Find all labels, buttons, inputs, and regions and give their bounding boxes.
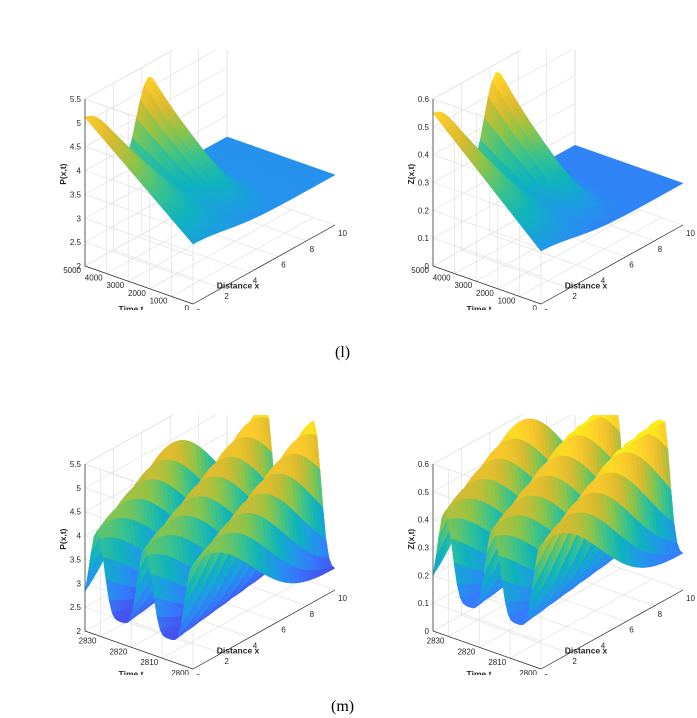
z-tick-label: 5.5	[70, 460, 82, 469]
surface-patch	[189, 560, 198, 571]
y-tick-label: 2830	[79, 636, 97, 645]
y-axis-line	[84, 630, 194, 670]
y-tick-label: 4000	[85, 274, 103, 283]
z-tick-label: 0.2	[418, 206, 430, 215]
x-tick-label: 4	[253, 276, 258, 285]
z-axis-label: P(x,t)	[58, 163, 68, 184]
surface-plot-p-long: 024681001000200030004000500022.533.544.5…	[58, 50, 347, 310]
y-tick-label: 5000	[63, 266, 81, 275]
x-axis-line	[192, 224, 336, 305]
x-tick-label: 8	[310, 245, 315, 254]
surface-patch	[189, 238, 198, 245]
x-tick-label: 8	[310, 610, 315, 619]
x-tick-label: 0	[544, 308, 549, 310]
z-tick-label: 2	[77, 627, 82, 636]
y-tick-label: 0	[185, 304, 190, 310]
x-tick-label: 4	[253, 641, 258, 650]
y-tick-label: 4000	[433, 274, 451, 283]
z-tick-label: 0.5	[418, 123, 430, 132]
z-tick-label: 0.3	[418, 179, 430, 188]
z-tick-label: 0.4	[418, 151, 430, 160]
x-tick-label: 6	[629, 261, 634, 270]
z-tick-label: 4.5	[70, 143, 82, 152]
z-tick-label: 5	[77, 484, 82, 493]
z-tick-label: 5.5	[70, 95, 82, 104]
z-axis-label: Z(x,t)	[406, 164, 416, 185]
z-tick-label: 0.6	[418, 95, 430, 104]
z-tick-label: 5	[77, 119, 82, 128]
x-tick-label: 2	[224, 292, 229, 301]
x-tick-label: 10	[686, 229, 695, 238]
x-tick-label: 4	[601, 276, 606, 285]
x-tick-label: 0	[196, 673, 201, 675]
surface	[84, 76, 336, 245]
y-tick-label: 3000	[106, 281, 124, 290]
surface	[84, 415, 336, 641]
y-tick-label: 0	[533, 304, 538, 310]
x-axis-line	[192, 589, 336, 670]
x-tick-label: 10	[338, 229, 347, 238]
y-tick-label: 2000	[128, 289, 146, 298]
z-tick-label: 3	[77, 579, 82, 588]
y-tick-label: 2000	[476, 289, 494, 298]
y-axis-label: Time t	[119, 669, 144, 675]
surface-plot-p-short: 0246810280028102820283022.533.544.555.5D…	[58, 415, 347, 675]
surface	[432, 415, 684, 626]
z-tick-label: 3.5	[70, 555, 82, 564]
y-tick-label: 1000	[498, 296, 516, 305]
y-axis-label: Time t	[467, 304, 492, 310]
z-tick-label: 2	[77, 262, 82, 271]
y-tick-label: 2800	[171, 669, 189, 675]
x-axis-label: Distance x	[217, 281, 260, 291]
y-axis-line	[84, 265, 194, 305]
x-tick-label: 6	[281, 626, 286, 635]
y-axis-label: Time t	[119, 304, 144, 310]
x-tick-label: 2	[572, 292, 577, 301]
z-tick-label: 4.5	[70, 508, 82, 517]
y-tick-label: 5000	[411, 266, 429, 275]
x-tick-label: 2	[224, 657, 229, 666]
z-tick-label: 0.1	[418, 234, 430, 243]
x-tick-label: 6	[281, 261, 286, 270]
x-axis-label: Distance x	[217, 646, 260, 656]
surface	[432, 71, 684, 252]
z-tick-label: 3.5	[70, 190, 82, 199]
z-tick-label: 2.5	[70, 238, 82, 247]
surface-plot-z-long: 024681001000200030004000500000.10.20.30.…	[406, 50, 695, 310]
x-tick-label: 10	[338, 594, 347, 603]
x-tick-label: 8	[658, 245, 663, 254]
x-tick-label: 0	[196, 308, 201, 310]
z-axis-label: P(x,t)	[58, 528, 68, 549]
y-tick-label: 2820	[109, 647, 127, 656]
surface-patch	[537, 244, 546, 252]
z-tick-label: 0	[425, 262, 430, 271]
z-tick-label: 3	[77, 214, 82, 223]
x-axis-label: Distance x	[565, 281, 608, 291]
x-axis-line	[540, 224, 684, 305]
z-tick-label: 4	[77, 532, 82, 541]
z-tick-label: 4	[77, 167, 82, 176]
y-tick-label: 3000	[454, 281, 472, 290]
z-tick-label: 2.5	[70, 603, 82, 612]
y-tick-label: 1000	[150, 296, 168, 305]
y-axis-line	[432, 265, 542, 305]
y-tick-label: 2810	[140, 658, 158, 667]
surface-plot-z-short: 0246810280028102820283000.10.20.30.40.50…	[406, 415, 695, 675]
